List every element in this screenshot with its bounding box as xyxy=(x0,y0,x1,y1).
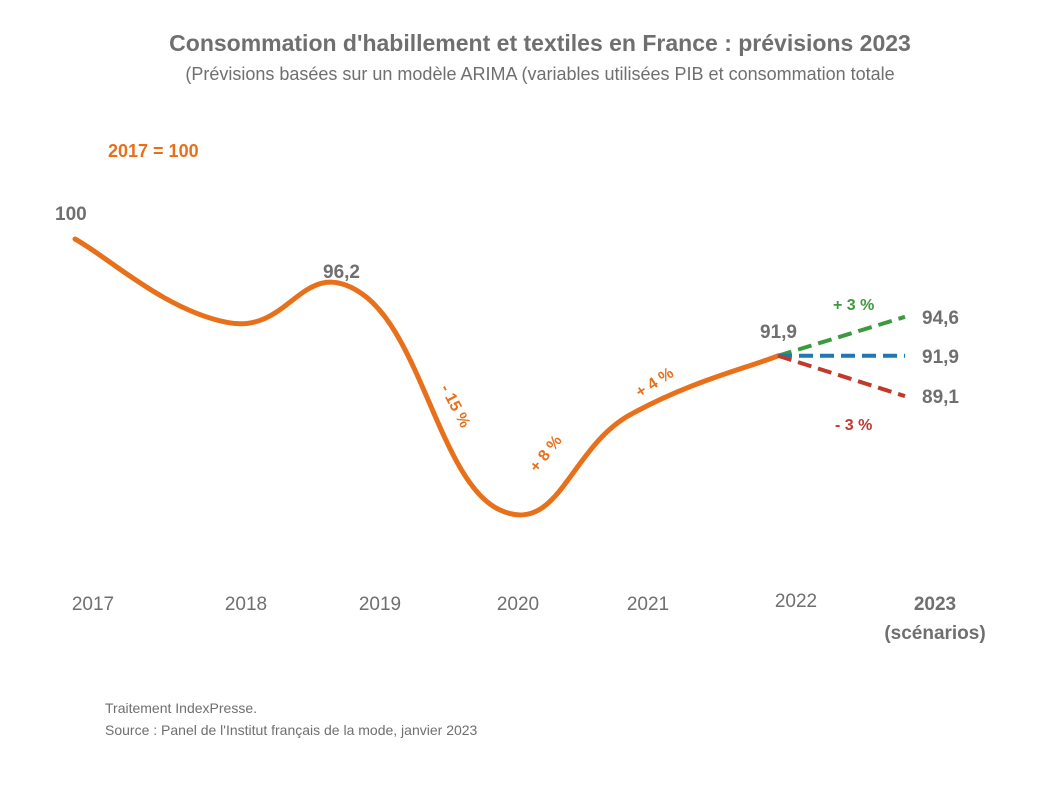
scenario-pct-label-hausse: + 3 % xyxy=(833,297,874,314)
x-tick-2017: 2017 xyxy=(72,594,114,615)
x-tick-2021: 2021 xyxy=(627,594,669,615)
footer-source: Source : Panel de l'Institut français de… xyxy=(105,722,478,738)
base-index-label: 2017 = 100 xyxy=(108,141,199,161)
value-label-2019: 96,2 xyxy=(323,262,360,283)
scenario-line-hausse xyxy=(777,314,906,358)
scenario-value-label-baisse: 89,1 xyxy=(922,387,959,408)
scenario-value-label-stable: 91,9 xyxy=(922,347,959,368)
x-tick-2020: 2020 xyxy=(497,594,539,615)
series-line-historique xyxy=(72,236,781,518)
footer-treatment: Traitement IndexPresse. xyxy=(105,700,257,716)
x-tick-2023: 2023 xyxy=(914,594,956,615)
x-tick-2018: 2018 xyxy=(225,594,267,615)
value-label-2022: 91,9 xyxy=(760,322,797,343)
growth-label-2020-2021: + 8 % xyxy=(527,432,566,475)
x-tick-2019: 2019 xyxy=(359,594,401,615)
growth-label-2019-2020: - 15 % xyxy=(436,382,473,431)
chart-subtitle: (Prévisions basées sur un modèle ARIMA (… xyxy=(185,64,895,84)
scenario-pct-label-baisse: - 3 % xyxy=(835,417,872,434)
scenario-value-label-hausse: 94,6 xyxy=(922,308,959,329)
chart-title: Consommation d'habillement et textiles e… xyxy=(169,30,911,56)
scenario-line-baisse xyxy=(777,353,906,399)
x-tick-scenarios: (scénarios) xyxy=(884,623,985,644)
x-tick-2022: 2022 xyxy=(775,591,817,612)
value-label-2017: 100 xyxy=(55,204,87,225)
